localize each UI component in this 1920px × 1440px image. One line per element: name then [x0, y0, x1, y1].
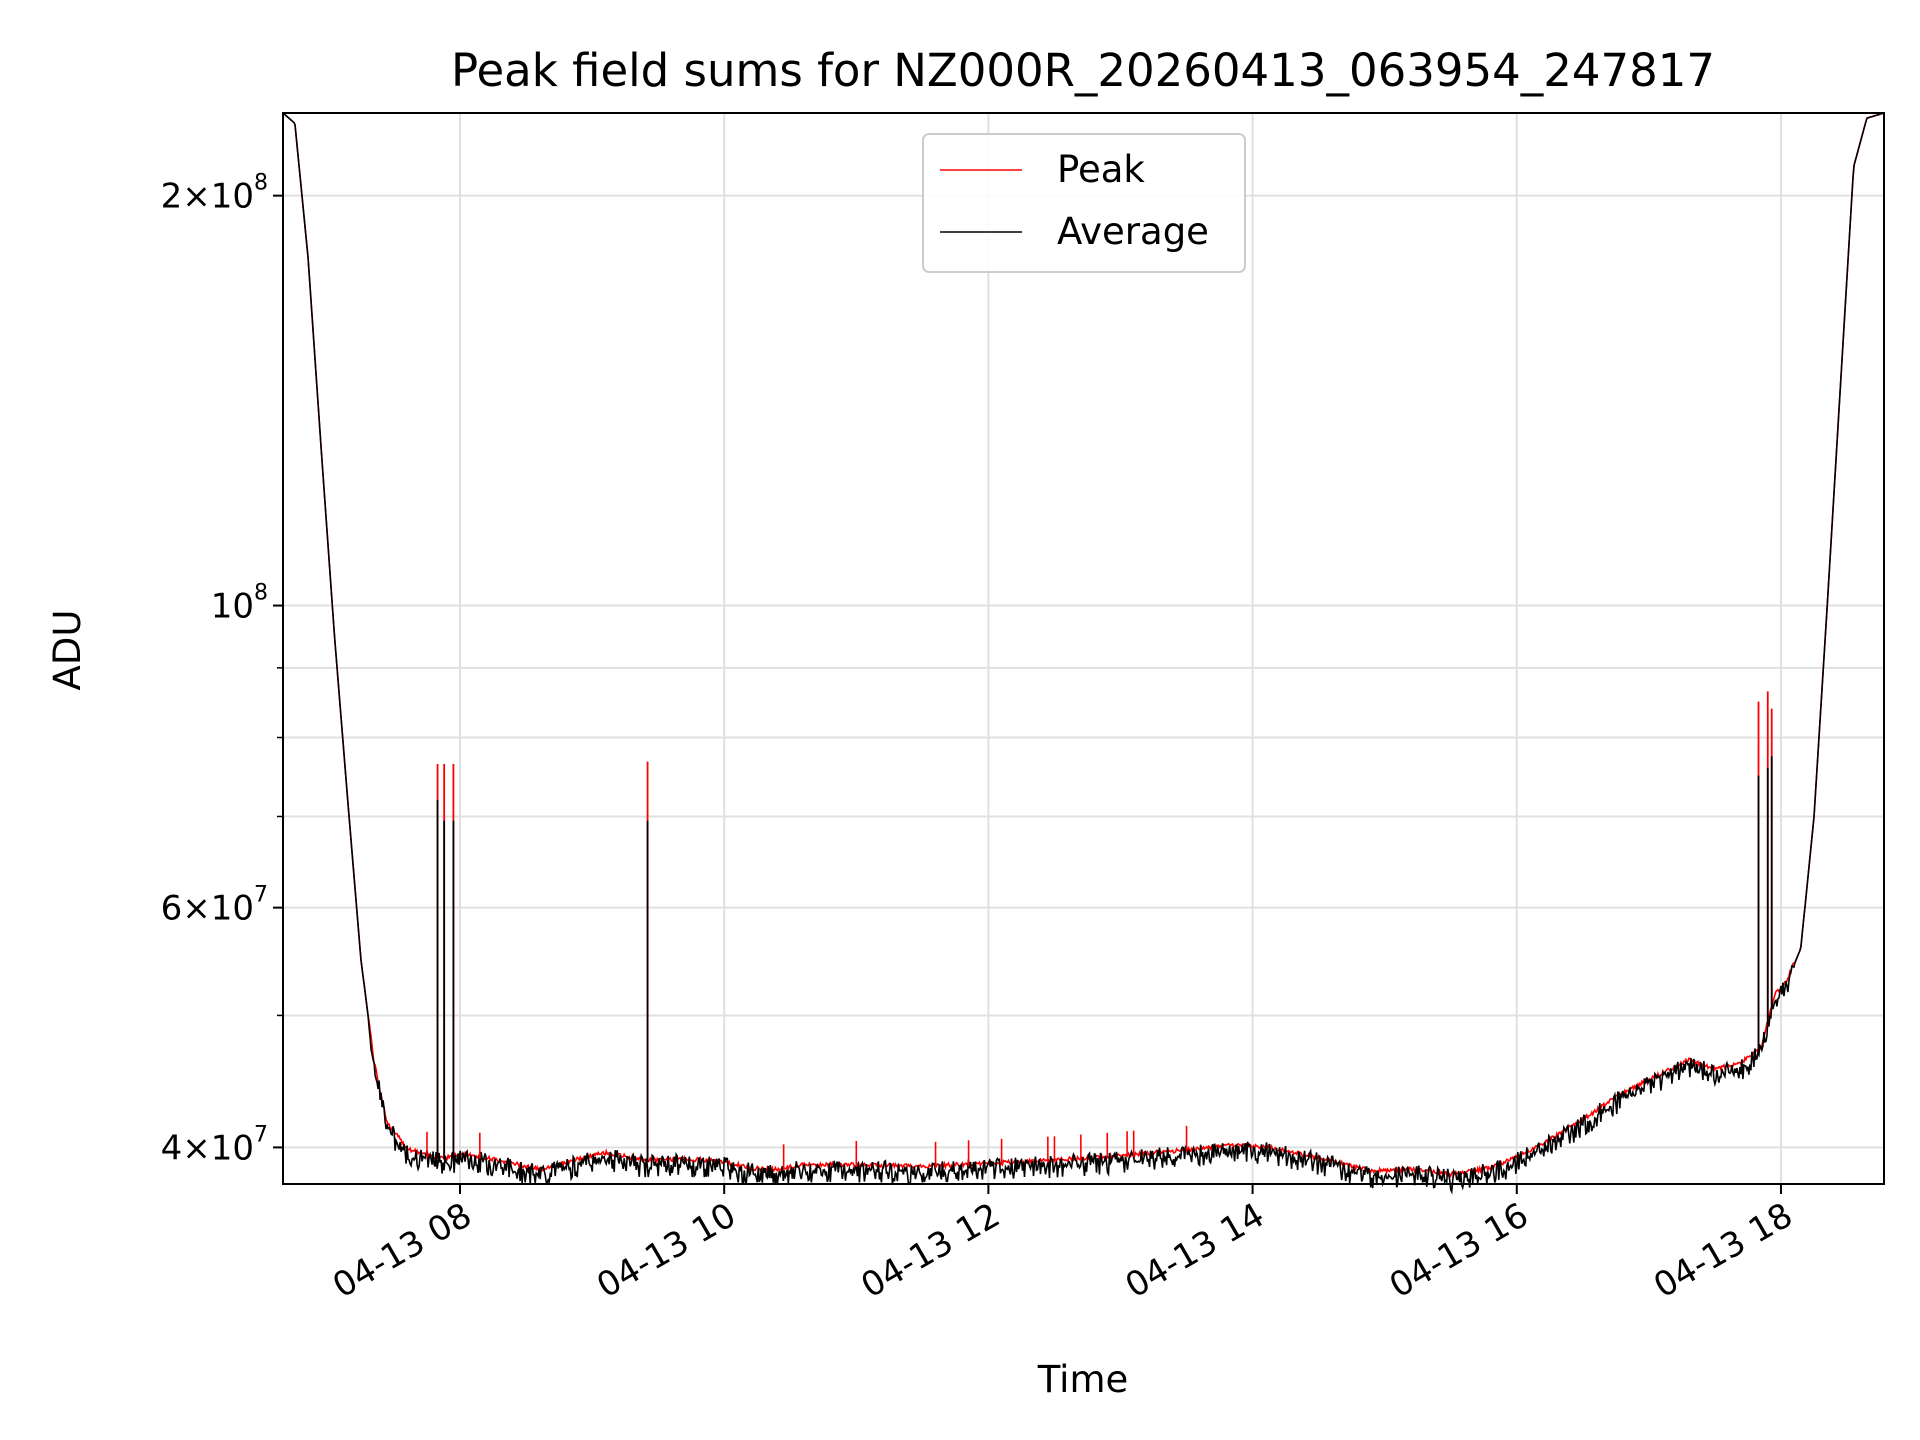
average-series-layer [282, 112, 1885, 1195]
y-axis-label: ADU [46, 610, 89, 691]
y-tick-label: 108 [211, 581, 268, 627]
average-series-line [282, 112, 1885, 1195]
spike-layer [436, 691, 1773, 1163]
chart-title: Peak field sums for NZ000R_20260413_0639… [451, 44, 1715, 97]
y-tick-label: 6×107 [161, 883, 268, 929]
legend-average-label: Average [1057, 210, 1209, 253]
legend-box [922, 133, 1246, 273]
y-tick-label: 4×107 [161, 1122, 268, 1168]
legend: Peak Average [922, 133, 1246, 273]
y-axis: 4×107 6×107 108 2×108 [161, 171, 283, 1168]
y-tick-label: 2×108 [161, 171, 268, 217]
legend-peak-label: Peak [1057, 148, 1145, 191]
plot-frame [282, 112, 1885, 1185]
x-axis-label: Time [1037, 1358, 1129, 1401]
grid-layer [283, 113, 1884, 1184]
